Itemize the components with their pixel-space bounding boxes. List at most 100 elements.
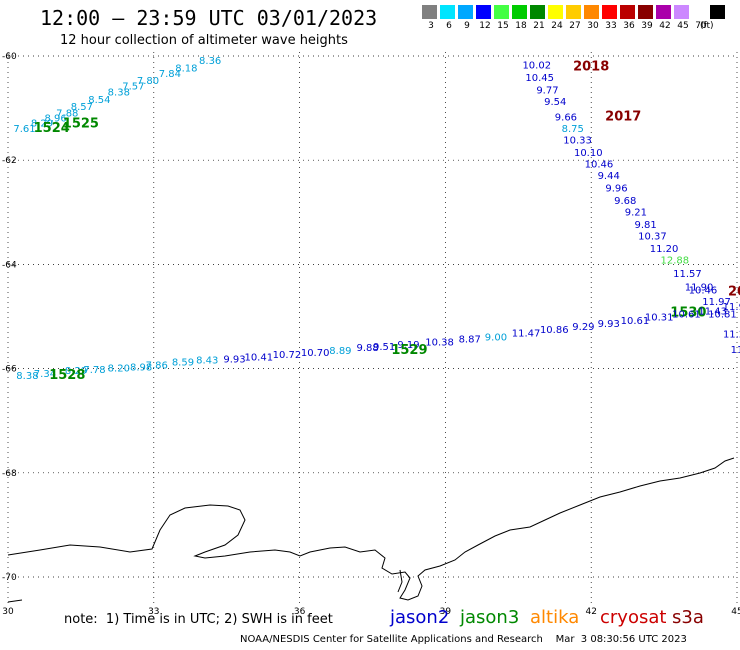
- longitude-label: 39: [440, 607, 452, 617]
- wave-height-label: 9.93: [223, 354, 245, 365]
- scale-swatch: [512, 5, 527, 19]
- pass-time-label: 1524: [34, 121, 70, 136]
- altimeter-tracks: 7.618.298.967.888.578.548.387.577.807.84…: [13, 56, 740, 383]
- latitude-label: -62: [2, 156, 17, 166]
- scale-tick-label: 42: [659, 21, 671, 31]
- scale-swatch: [656, 5, 671, 19]
- wave-height-label: 11.96: [723, 302, 740, 313]
- wave-height-label: 10.33: [563, 136, 592, 147]
- wave-height-label: 8.38: [16, 371, 38, 382]
- wave-height-label: 8.75: [562, 124, 584, 135]
- map-subtitle: 12 hour collection of altimeter wave hei…: [60, 33, 348, 48]
- wave-height-label: 8.43: [196, 355, 218, 366]
- wave-height-label: 7.57: [122, 81, 144, 92]
- scale-swatch: [566, 5, 581, 19]
- wave-height-label: 11.57: [673, 269, 702, 280]
- wave-height-label: 10.61: [672, 310, 701, 321]
- latitude-label: -68: [2, 469, 17, 479]
- satellite-jason3: jason3: [460, 607, 520, 628]
- wave-height-label: 8.18: [175, 64, 197, 75]
- pass-time-label: 2018: [573, 60, 609, 75]
- wave-height-label: 7.78: [83, 365, 105, 376]
- wave-height-label: 10.81: [708, 310, 737, 321]
- wave-height-label: 8.96: [44, 114, 66, 125]
- wave-height-label: 9.66: [555, 113, 577, 124]
- wave-height-label: 8.20: [108, 364, 130, 375]
- satellite-s3a: s3a: [672, 607, 704, 628]
- scale-swatch: [602, 5, 617, 19]
- longitude-label: 36: [294, 607, 306, 617]
- wave-height-label: 11.90: [685, 282, 714, 293]
- credit-line: NOAA/NESDIS Center for Satellite Applica…: [240, 634, 687, 645]
- wave-height-label: 9.54: [544, 97, 566, 108]
- wave-height-label: 11.43: [698, 306, 727, 317]
- wave-height-label: 10.10: [574, 148, 603, 159]
- map-frame: [8, 52, 734, 608]
- scale-tick-label: 21: [533, 21, 545, 31]
- wave-height-label: 10.72: [273, 350, 302, 361]
- wave-height-label: 11.2: [723, 329, 740, 340]
- wave-height-label: 10.41: [244, 352, 273, 363]
- wave-height-label: 7.61: [13, 124, 35, 135]
- scale-tick-label: 9: [464, 21, 470, 31]
- wave-height-label: 11.97: [702, 297, 731, 308]
- scale-tick-label: 36: [623, 21, 635, 31]
- scale-tick-label: 3: [428, 21, 434, 31]
- pass-time-label: 2017: [605, 110, 641, 125]
- axis-labels: 30 33 36 39 42 45 -60 -62 -64 -66 -68 -70: [2, 52, 740, 617]
- scale-tick-label: 39: [641, 21, 653, 31]
- scale-swatch: [620, 5, 635, 19]
- scale-unit-label: (ft): [700, 21, 714, 31]
- pass-time-label: 1529: [391, 343, 427, 358]
- wave-height-label: 9.21: [625, 207, 647, 218]
- latitude-label: -64: [2, 260, 17, 270]
- scale-tick-label: 33: [605, 21, 617, 31]
- wave-height-label: 9.29: [572, 322, 594, 333]
- wave-height-label: 10.45: [525, 73, 554, 84]
- scale-swatch: [674, 5, 689, 19]
- scale-swatch: [530, 5, 545, 19]
- scale-swatch: [440, 5, 455, 19]
- pass-time-label: 20: [728, 285, 740, 300]
- antarctic-coastline: [7, 457, 735, 601]
- coast-inlet: [397, 569, 403, 593]
- wave-height-label: 8.29: [65, 366, 87, 377]
- coast-fragment: [7, 599, 23, 603]
- longitude-label: 30: [2, 607, 14, 617]
- scale-swatch: [584, 5, 599, 19]
- scale-tick-label: 12: [479, 21, 491, 31]
- wave-height-label: 8.59: [172, 357, 194, 368]
- wave-height-label: 10.37: [638, 231, 667, 242]
- wave-height-label: 8.29: [31, 118, 53, 129]
- wave-height-label: 11.20: [650, 244, 679, 255]
- pass-time-label: 1530: [670, 306, 706, 321]
- satellite-cryosat: cryosat: [600, 607, 667, 628]
- wave-height-label: 8.98: [130, 363, 152, 374]
- wave-height-label: 9.81: [634, 220, 656, 231]
- satellite-jason2: jason2: [390, 607, 450, 628]
- latitude-label: -70: [2, 573, 17, 583]
- wave-height-label: 9.00: [485, 332, 507, 343]
- wave-height-label: 7.84: [159, 69, 181, 80]
- wave-height-label: 9.93: [598, 319, 620, 330]
- wave-height-label: 8.36: [199, 56, 221, 67]
- longitude-label: 42: [585, 607, 596, 617]
- wave-height-label: 8.89: [329, 346, 351, 357]
- wave-height-label: 9.51: [373, 342, 395, 353]
- wave-height-label: 11.47: [512, 328, 541, 339]
- latitude-label: -60: [2, 52, 17, 62]
- wave-height-label: 9.68: [614, 196, 636, 207]
- wave-height-label: 7.34: [34, 369, 56, 380]
- wave-height-label: 9.19: [397, 340, 419, 351]
- footnote: note: 1) Time is in UTC; 2) SWH is in fe…: [64, 612, 333, 627]
- satellite-altika: altika: [530, 607, 580, 628]
- wave-height-label: 11: [731, 345, 740, 356]
- wave-height-label: 7.86: [146, 361, 168, 372]
- scale-swatch: [710, 5, 725, 19]
- wave-height-label: 10.38: [425, 338, 454, 349]
- latitude-label: -66: [2, 365, 17, 375]
- scale-tick-label: 24: [551, 21, 563, 31]
- scale-swatch: [476, 5, 491, 19]
- wave-height-label: 10.61: [621, 316, 650, 327]
